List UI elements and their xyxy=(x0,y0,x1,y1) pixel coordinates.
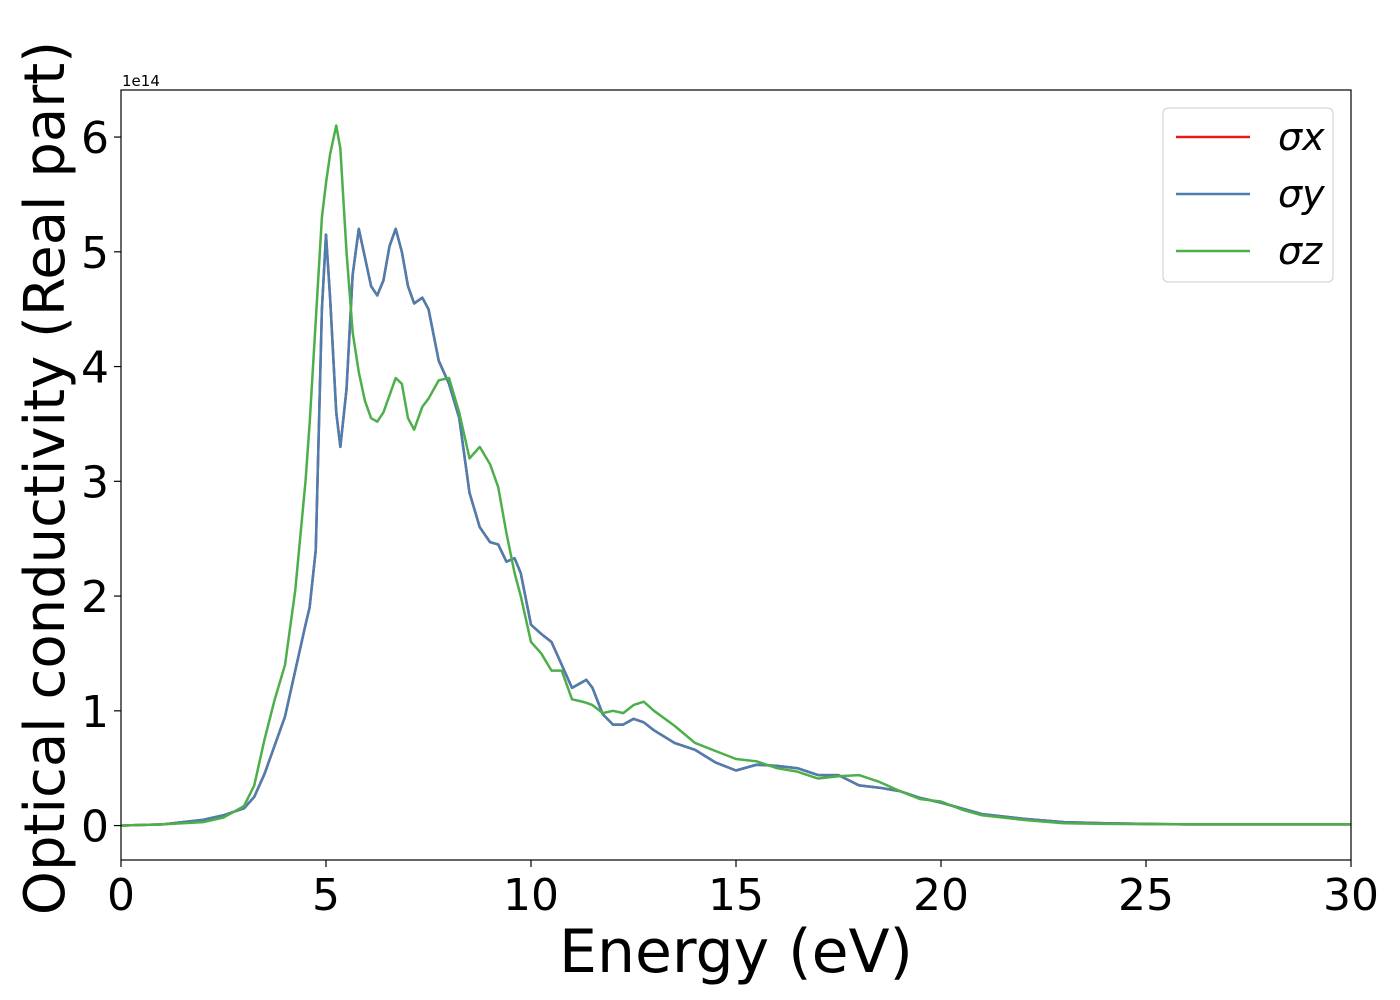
x-tick-label: 25 xyxy=(1118,870,1174,921)
series-line xyxy=(120,124,1351,827)
y-axis-label: Optical conductivity (Real part) xyxy=(13,41,78,915)
plot-frame xyxy=(120,89,1352,861)
y-tick-label: 4 xyxy=(81,343,109,394)
x-tick-label: 10 xyxy=(503,870,559,921)
y-tick-label: 2 xyxy=(81,572,109,623)
legend-label: σz xyxy=(1278,229,1323,273)
legend-label: σx xyxy=(1278,115,1325,159)
y-tick-label: 1 xyxy=(81,687,109,738)
x-axis-label: Energy (eV) xyxy=(559,917,913,987)
series-line xyxy=(120,227,1351,827)
legend-label: σy xyxy=(1278,172,1325,216)
y-tick-label: 5 xyxy=(81,228,109,279)
y-tick-label: 3 xyxy=(81,457,109,508)
x-tick-label: 0 xyxy=(107,870,135,921)
y-tick-label: 0 xyxy=(81,802,109,853)
x-tick-label: 30 xyxy=(1323,870,1379,921)
x-tick-label: 5 xyxy=(312,870,340,921)
x-tick-label: 20 xyxy=(913,870,969,921)
y-tick-label: 6 xyxy=(81,113,109,164)
x-tick-label: 15 xyxy=(708,870,764,921)
y-offset-label: 1e14 xyxy=(122,72,160,90)
